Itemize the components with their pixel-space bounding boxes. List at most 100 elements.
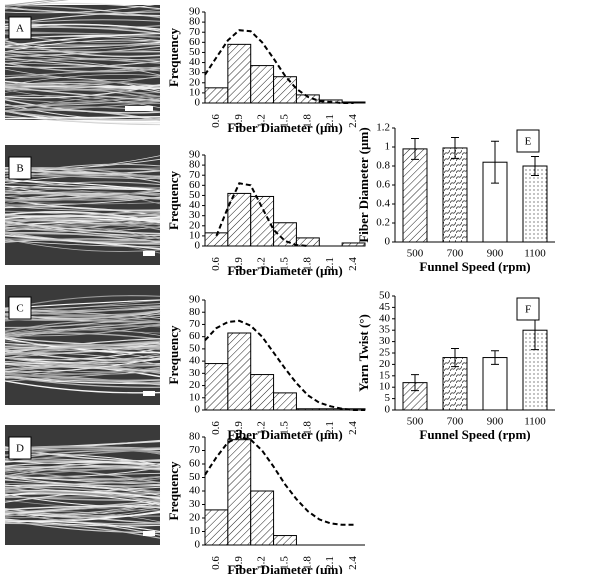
bar: [482, 357, 508, 411]
x-tick-label: 1.8: [301, 421, 313, 435]
histogram-bar: [273, 222, 297, 247]
fiber: [4, 115, 161, 126]
bar: [522, 165, 548, 243]
y-tick-label: 1: [385, 141, 391, 153]
fiber: [4, 499, 161, 511]
y-tick-label: 80: [189, 159, 201, 171]
fiber: [4, 86, 161, 102]
scale-bar: [143, 391, 155, 396]
histogram-bar: [227, 439, 252, 546]
fiber: [4, 376, 161, 388]
y-tick-label: 60: [189, 179, 201, 191]
fiber: [4, 95, 161, 112]
y-tick-label: 35: [379, 324, 391, 336]
fiber: [4, 506, 161, 517]
fiber: [4, 346, 161, 349]
fiber: [4, 66, 161, 79]
panel-label: E: [525, 136, 532, 148]
histogram-bar: [250, 65, 275, 104]
fiber: [4, 192, 161, 200]
fiber: [4, 110, 161, 121]
fiber: [4, 50, 161, 64]
x-tick-label: 1100: [524, 248, 546, 260]
x-tick-label: 0.9: [233, 421, 245, 435]
histogram-bar: [341, 242, 366, 247]
histogram-bar: [204, 363, 229, 411]
y-tick-label: 80: [189, 306, 201, 318]
y-tick-label: 40: [189, 199, 201, 211]
y-tick-label: 0: [195, 539, 201, 551]
y-tick-label: 50: [189, 189, 201, 201]
x-tick-label: 500: [407, 248, 424, 260]
y-tick-label: 90: [189, 294, 201, 306]
y-tick-label: 30: [189, 209, 201, 221]
fiber: [4, 211, 161, 225]
scale-bar: [143, 531, 155, 536]
x-tick-label: 0.9: [233, 257, 245, 271]
x-tick-label: 2.1: [324, 421, 336, 435]
fit-curve: [204, 319, 365, 411]
x-tick-label: 1.8: [301, 556, 313, 570]
x-tick-label: 2.4: [347, 114, 359, 128]
x-tick-label: 1.2: [256, 421, 268, 435]
y-tick-label: 25: [379, 347, 391, 359]
y-tick-label: 50: [379, 290, 391, 302]
histogram-bar: [273, 392, 297, 411]
error-bar: [531, 156, 539, 176]
y-tick-label: 30: [189, 498, 201, 510]
fiber: [4, 74, 161, 86]
y-tick-label: 40: [189, 485, 201, 497]
histogram-bar: [295, 408, 320, 411]
fiber: [4, 466, 161, 471]
fiber: [4, 221, 161, 235]
error-bar: [411, 374, 419, 392]
y-tick-label: 20: [189, 76, 201, 88]
histogram-bar: [295, 237, 320, 247]
histogram-bar: [273, 535, 297, 546]
fiber: [4, 481, 161, 490]
fiber: [4, 224, 161, 240]
label-box: [8, 156, 32, 180]
fiber: [4, 212, 161, 222]
y-tick-label: 5: [385, 392, 391, 404]
x-tick-label: 1.5: [279, 257, 291, 271]
scale-bar: [143, 251, 155, 256]
y-tick-label: 20: [189, 379, 201, 391]
fiber: [4, 98, 161, 114]
fiber: [4, 479, 161, 493]
fiber: [4, 95, 161, 109]
fiber: [4, 238, 161, 252]
fit-curve: [204, 435, 354, 526]
fiber: [4, 337, 161, 348]
fiber: [4, 180, 161, 192]
x-tick-label: 0.6: [210, 114, 222, 128]
fiber: [4, 89, 161, 104]
x-tick-label: 2.4: [347, 556, 359, 570]
fiber: [4, 215, 161, 224]
fiber: [4, 522, 161, 539]
x-tick-label: 1.8: [301, 257, 313, 271]
x-tick-label: 0.9: [233, 114, 245, 128]
fiber: [4, 233, 161, 239]
fiber: [4, 507, 161, 525]
fiber: [4, 59, 161, 76]
x-tick-label: 2.4: [347, 421, 359, 435]
panel-box: [516, 129, 540, 153]
y-tick-label: 10: [189, 391, 201, 403]
fiber: [4, 188, 161, 202]
fiber: [4, 43, 161, 53]
y-tick-label: 10: [189, 525, 201, 537]
error-bar: [491, 350, 499, 365]
fiber: [4, 355, 161, 371]
fiber: [4, 372, 161, 381]
fiber: [4, 375, 161, 382]
x-tick-label: 2.1: [324, 556, 336, 570]
y-tick-label: 80: [189, 16, 201, 28]
panel-box: [516, 297, 540, 321]
bar: [482, 161, 508, 243]
fiber: [4, 234, 161, 250]
x-tick-label: 2.4: [347, 257, 359, 271]
x-axis-label: Fiber Diameter (µm): [227, 427, 342, 442]
x-tick-label: 900: [487, 416, 504, 428]
